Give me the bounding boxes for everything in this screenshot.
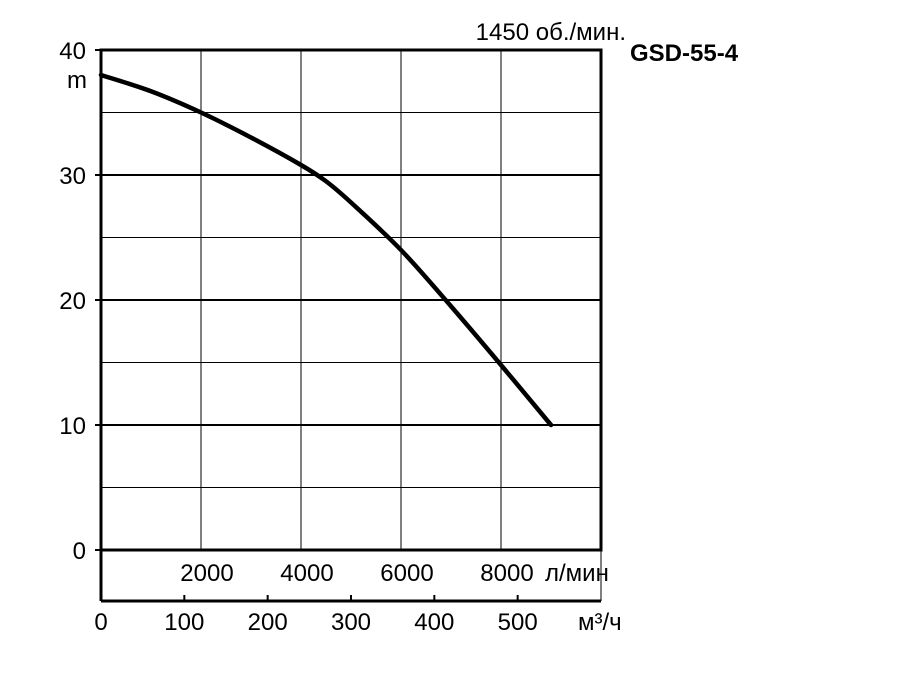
y-axis-unit-label: m: [67, 67, 87, 94]
x-secondary-tick-label: 300: [331, 609, 371, 636]
grid: [95, 49, 601, 551]
x-primary-tick-label: 6000: [380, 560, 433, 587]
x-primary-tick-label: 4000: [280, 560, 333, 587]
x-secondary-tick-label: 400: [414, 609, 454, 636]
x-primary-tick-label: 2000: [180, 560, 233, 587]
x-secondary-unit-label: м³/ч: [578, 609, 622, 636]
x-primary-tick-label: 8000: [480, 560, 533, 587]
y-tick-label: 40: [59, 38, 86, 65]
x-secondary-tick-label: 0: [94, 609, 107, 636]
series-layer: [98, 72, 554, 428]
y-tick-label: 10: [59, 413, 86, 440]
x-primary-unit-label: л/мин: [545, 560, 609, 587]
y-tick-label: 20: [59, 288, 86, 315]
x-secondary-tick-label: 500: [498, 609, 538, 636]
y-tick-label: 0: [73, 538, 86, 565]
tick-labels: 0 10 20 30 40 2000 4000 6000 8000 0 100 200 300 400 50…: [59, 38, 537, 636]
speed-label: 1450 об./мин.: [476, 19, 626, 46]
y-tick-label: 30: [59, 163, 86, 190]
x-secondary-tick-label: 200: [248, 609, 288, 636]
series-line-head-curve: [98, 72, 554, 428]
chart-title: GSD-55-4: [630, 40, 739, 67]
x-secondary-tick-label: 100: [164, 609, 204, 636]
secondary-axis-ticks: [183, 595, 519, 601]
